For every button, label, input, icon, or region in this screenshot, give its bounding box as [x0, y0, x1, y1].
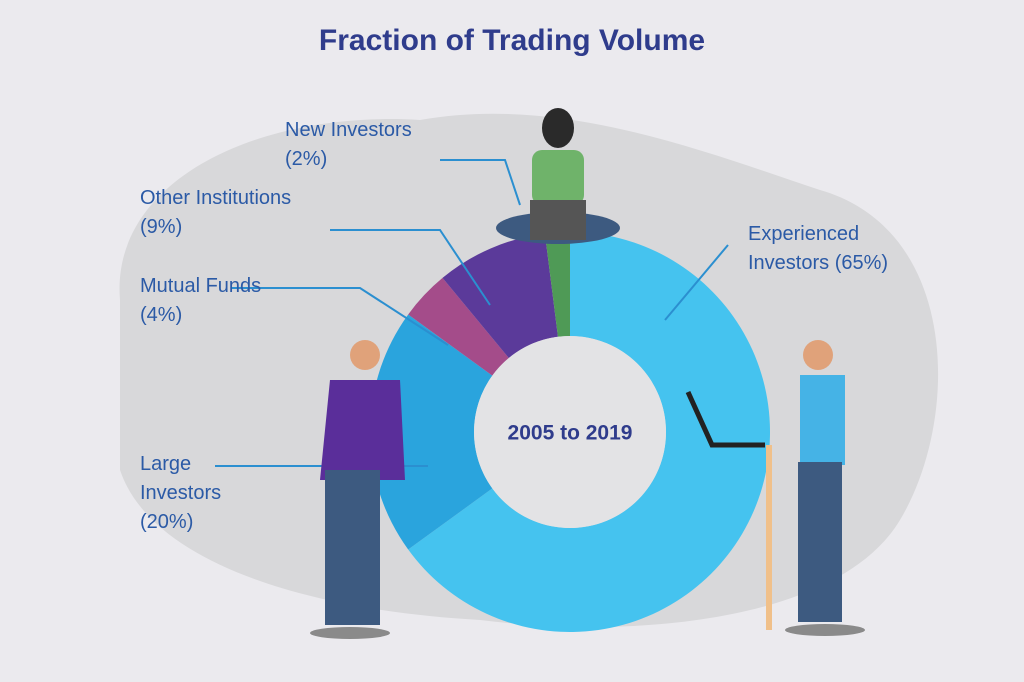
- leader-line: [232, 287, 449, 346]
- leader-line: [664, 244, 729, 321]
- slice-label: New Investors (2%): [285, 116, 445, 174]
- figure-woman: [496, 108, 620, 244]
- slice-label: Other Institutions (9%): [140, 184, 330, 242]
- slice-label: Experienced Investors (65%): [748, 220, 923, 278]
- slice-label: Mutual Funds (4%): [140, 272, 270, 330]
- leader-line: [440, 159, 521, 206]
- donut-slice: [408, 277, 509, 376]
- figure-man-left: [310, 340, 405, 639]
- donut-slice: [442, 233, 558, 359]
- value-label: (2%): [285, 148, 328, 170]
- donut-slice: [370, 314, 493, 550]
- figure-man-right: [685, 340, 865, 636]
- donut-slice: [544, 232, 570, 337]
- category-label: Large Investors: [140, 453, 222, 504]
- category-label: Mutual Funds: [140, 275, 262, 297]
- donut: [370, 232, 770, 633]
- category-label: Other Institutions: [140, 187, 292, 209]
- value-label: (65%): [834, 252, 889, 274]
- leader-line: [330, 229, 491, 306]
- donut-hole: [474, 336, 666, 528]
- donut-slice: [408, 232, 770, 633]
- value-label: (4%): [140, 304, 183, 326]
- value-label: (9%): [140, 216, 183, 238]
- category-label: Experienced Investors: [748, 223, 860, 274]
- chart-title: Fraction of Trading Volume: [318, 24, 706, 57]
- slice-label: Large Investors (20%): [140, 450, 240, 537]
- category-label: New Investors: [285, 119, 412, 141]
- center-label: 2005 to 2019: [508, 422, 633, 445]
- value-label: (20%): [140, 511, 194, 533]
